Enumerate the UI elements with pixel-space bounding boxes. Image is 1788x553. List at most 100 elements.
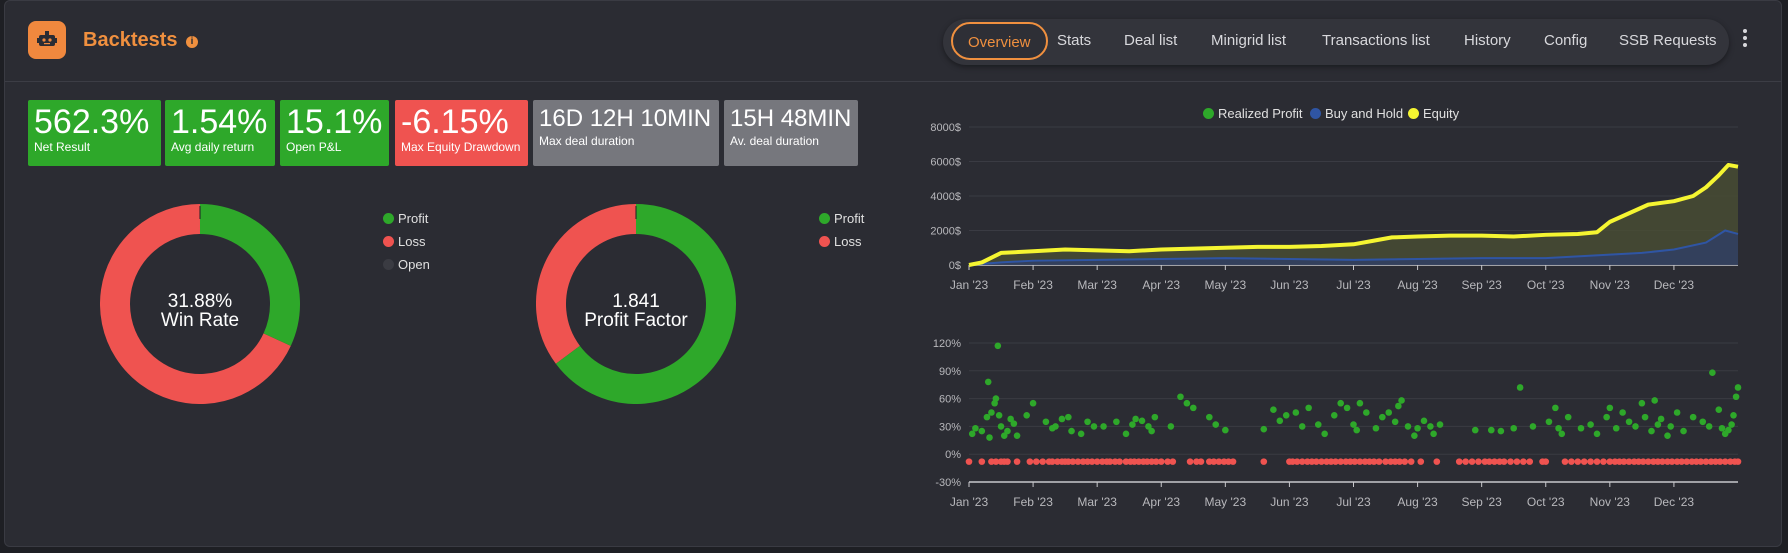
legend-loss[interactable]: Loss	[383, 234, 425, 249]
loss-slice	[536, 204, 637, 364]
loss-point	[1293, 458, 1301, 465]
loss-point	[978, 458, 986, 465]
profit-point	[1356, 399, 1364, 407]
loss-point	[1600, 458, 1607, 465]
loss-point	[1215, 458, 1223, 465]
more-menu-icon[interactable]	[1740, 29, 1750, 51]
loss-point	[1697, 458, 1705, 465]
loss-point	[1106, 458, 1114, 465]
win-rate-label: Win Rate	[160, 310, 240, 331]
loss-point	[1332, 458, 1339, 465]
stat-open-pnl: 15.1% Open P&L	[280, 100, 389, 166]
profit-point	[1145, 423, 1152, 430]
legend-label: Realized Profit	[1218, 106, 1303, 121]
profit-point	[1471, 426, 1479, 434]
loss-point	[1734, 458, 1742, 465]
legend-realized-profit[interactable]: Realized Profit	[1203, 106, 1303, 121]
buy-hold-area	[969, 230, 1738, 265]
tab-overview[interactable]: Overview	[951, 22, 1048, 60]
legend-label: Open	[398, 257, 430, 272]
profit-point	[1379, 413, 1386, 421]
profit-point	[1350, 421, 1357, 428]
profit-point	[1100, 423, 1107, 430]
profit-point	[1699, 418, 1707, 426]
profit-point	[978, 427, 986, 435]
profit-point	[1113, 418, 1120, 426]
x-tick-label: May '23	[1205, 278, 1247, 292]
legend-dot	[383, 236, 394, 247]
legend-label: Loss	[398, 234, 426, 249]
x-tick-label: Apr '23	[1142, 278, 1180, 292]
x-tick-label: Jun '23	[1270, 495, 1309, 509]
header: Backtests i Overview Stats Deal list Min…	[5, 1, 1781, 82]
profit-point	[1004, 427, 1011, 435]
legend-buy-and-hold[interactable]: Buy and Hold	[1310, 106, 1403, 121]
loss-point	[965, 458, 973, 465]
loss-point	[1088, 458, 1096, 465]
info-icon[interactable]: i	[186, 36, 198, 48]
x-tick-label: Mar '23	[1077, 495, 1117, 509]
profit-point	[1395, 402, 1402, 410]
legend-label: Buy and Hold	[1325, 106, 1404, 121]
profit-point	[1558, 430, 1566, 438]
profit-point	[1664, 432, 1671, 439]
tab-deal-list[interactable]: Deal list	[1124, 32, 1178, 49]
x-tick-label: Dec '23	[1654, 495, 1695, 509]
loss-point	[1606, 458, 1614, 465]
loss-point	[1169, 458, 1177, 465]
profit-point	[1657, 415, 1665, 423]
tab-transactions-list[interactable]: Transactions list	[1322, 32, 1430, 49]
legend-profit[interactable]: Profit	[819, 211, 864, 226]
loss-point	[1500, 458, 1508, 465]
profit-point	[1603, 413, 1610, 421]
loss-point	[1542, 458, 1550, 465]
tab-config[interactable]: Config	[1544, 32, 1588, 49]
y-tick-label: -30%	[935, 477, 961, 489]
profit-point	[1632, 423, 1639, 430]
profit-point	[1129, 421, 1136, 428]
legend-equity[interactable]: Equity	[1408, 106, 1459, 121]
loss-point	[1337, 458, 1344, 465]
profit-point	[1398, 397, 1405, 404]
profit-point	[1427, 423, 1434, 430]
profit-point	[968, 430, 976, 438]
legend-dot	[1408, 108, 1419, 119]
profit-point	[1222, 426, 1229, 434]
profit-point	[1625, 418, 1633, 426]
loss-slice	[100, 204, 291, 404]
profit-factor-donut	[536, 204, 736, 404]
legend-profit[interactable]: Profit	[383, 211, 428, 226]
tab-ssb-requests[interactable]: SSB Requests	[1619, 32, 1717, 49]
loss-point	[1013, 458, 1021, 465]
loss-point	[1574, 458, 1582, 465]
profit-point	[1167, 423, 1175, 430]
y-tick-label: 0$	[949, 260, 961, 272]
loss-point	[1513, 458, 1521, 465]
profit-factor-label: Profit Factor	[584, 310, 688, 331]
loss-point	[1116, 458, 1123, 465]
profit-point	[1298, 423, 1306, 430]
x-tick-label: Jan '23	[950, 495, 989, 509]
stat-max-equity-drawdown: -6.15% Max Equity Drawdown	[395, 100, 528, 166]
tab-history[interactable]: History	[1464, 32, 1511, 49]
profit-point	[1212, 421, 1220, 428]
profit-point	[1487, 426, 1495, 434]
x-tick-label: Nov '23	[1590, 278, 1631, 292]
legend-label: Loss	[834, 234, 862, 249]
legend-dot	[819, 236, 830, 247]
profit-point	[995, 411, 1003, 419]
profit-point	[1577, 424, 1585, 432]
profit-point	[1330, 411, 1338, 419]
legend-loss[interactable]: Loss	[819, 234, 861, 249]
loss-point	[1093, 458, 1101, 465]
tab-minigrid-list[interactable]: Minigrid list	[1211, 32, 1287, 49]
loss-point	[1702, 458, 1710, 465]
x-tick-label: Feb '23	[1013, 495, 1053, 509]
profit-point	[1667, 423, 1675, 430]
profit-point	[1206, 413, 1213, 421]
legend-open[interactable]: Open	[383, 257, 430, 272]
loss-point	[1401, 458, 1409, 465]
tab-stats[interactable]: Stats	[1057, 32, 1092, 49]
loss-point	[1210, 458, 1218, 465]
legend-dot	[383, 213, 394, 224]
